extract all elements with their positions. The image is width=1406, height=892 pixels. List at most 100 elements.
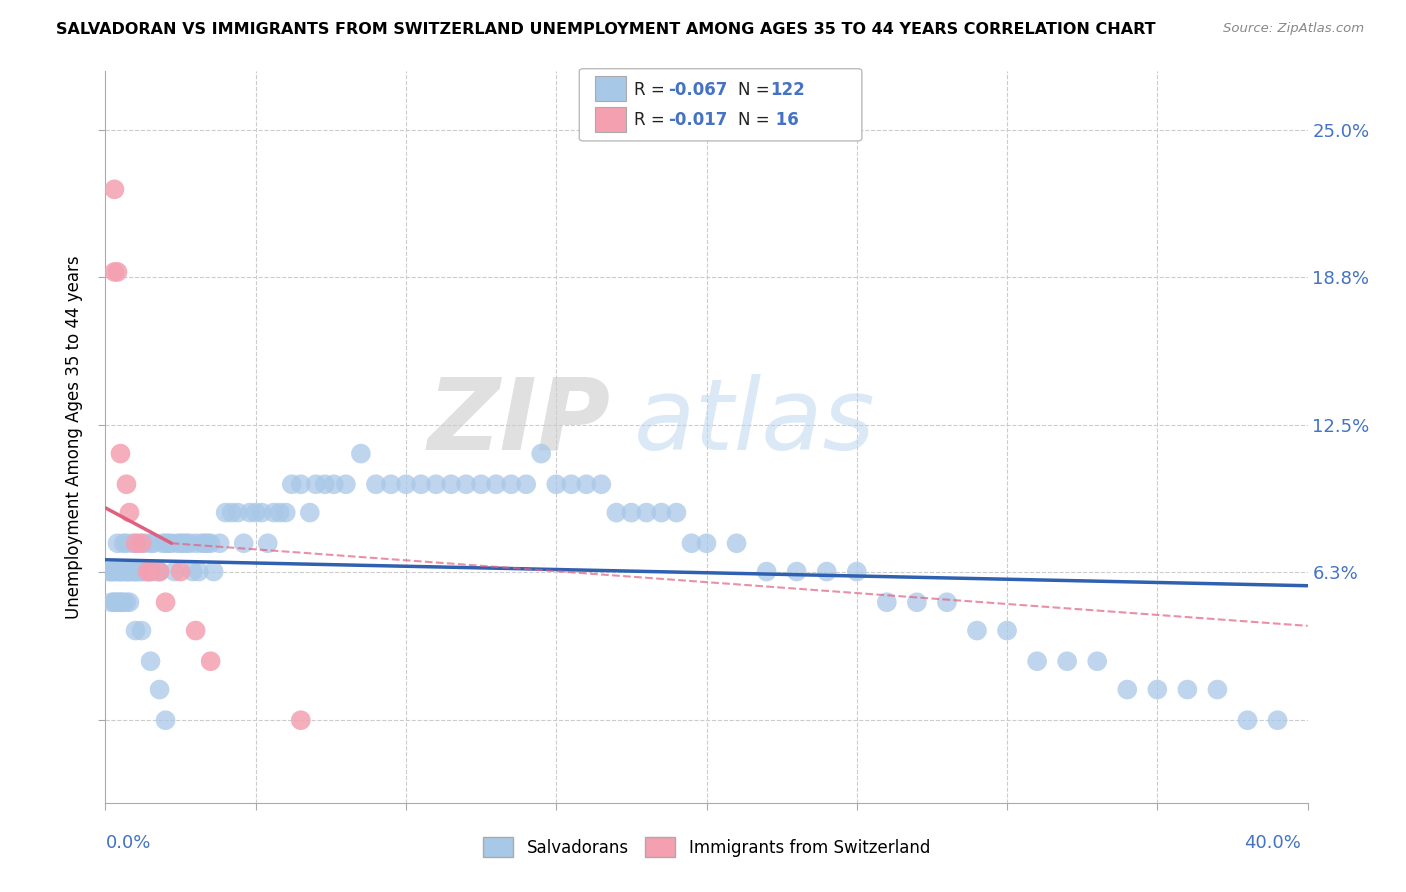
Point bbox=[107, 565, 129, 579]
Text: -0.017: -0.017 bbox=[668, 111, 727, 128]
Point bbox=[290, 713, 312, 727]
Point bbox=[118, 506, 141, 520]
Point bbox=[786, 565, 808, 579]
Point bbox=[128, 565, 150, 579]
Point bbox=[115, 595, 138, 609]
Point bbox=[1236, 713, 1258, 727]
Point bbox=[128, 536, 150, 550]
Point bbox=[107, 536, 129, 550]
Point bbox=[112, 565, 135, 579]
Point bbox=[103, 595, 125, 609]
Point bbox=[148, 565, 170, 579]
Text: SALVADORAN VS IMMIGRANTS FROM SWITZERLAND UNEMPLOYMENT AMONG AGES 35 TO 44 YEARS: SALVADORAN VS IMMIGRANTS FROM SWITZERLAN… bbox=[56, 22, 1156, 37]
Point bbox=[134, 565, 156, 579]
Point bbox=[364, 477, 387, 491]
Point bbox=[515, 477, 537, 491]
Text: 16: 16 bbox=[770, 111, 799, 128]
Point bbox=[110, 565, 132, 579]
Text: -0.067: -0.067 bbox=[668, 81, 727, 99]
Point bbox=[202, 565, 225, 579]
Point bbox=[1056, 654, 1078, 668]
Point bbox=[124, 565, 146, 579]
Point bbox=[166, 536, 188, 550]
Point bbox=[1026, 654, 1049, 668]
Point bbox=[139, 565, 162, 579]
Point bbox=[725, 536, 748, 550]
Point bbox=[139, 565, 162, 579]
Point bbox=[591, 477, 613, 491]
Point bbox=[107, 595, 129, 609]
Point bbox=[995, 624, 1018, 638]
Point bbox=[440, 477, 463, 491]
Point bbox=[501, 477, 523, 491]
Point bbox=[139, 536, 162, 550]
Text: R =: R = bbox=[634, 81, 671, 99]
Point bbox=[560, 477, 582, 491]
Point bbox=[290, 477, 312, 491]
Point bbox=[305, 477, 328, 491]
Point bbox=[876, 595, 898, 609]
Point bbox=[250, 506, 273, 520]
Point bbox=[148, 682, 170, 697]
Point bbox=[155, 595, 177, 609]
Point bbox=[112, 595, 135, 609]
Legend: Salvadorans, Immigrants from Switzerland: Salvadorans, Immigrants from Switzerland bbox=[477, 830, 936, 864]
Point bbox=[100, 565, 122, 579]
Point bbox=[118, 595, 141, 609]
Point bbox=[118, 565, 141, 579]
Point bbox=[546, 477, 568, 491]
Point bbox=[131, 565, 153, 579]
Point bbox=[155, 536, 177, 550]
Text: 0.0%: 0.0% bbox=[105, 834, 150, 852]
Point bbox=[181, 565, 204, 579]
Point bbox=[395, 477, 418, 491]
Point bbox=[696, 536, 718, 550]
Point bbox=[314, 477, 336, 491]
Point bbox=[134, 536, 156, 550]
Point bbox=[184, 624, 207, 638]
Point bbox=[176, 536, 198, 550]
Point bbox=[636, 506, 658, 520]
Point bbox=[190, 536, 212, 550]
Point bbox=[665, 506, 688, 520]
Point bbox=[100, 595, 122, 609]
Text: N =: N = bbox=[738, 111, 775, 128]
Point bbox=[755, 565, 778, 579]
Point bbox=[157, 536, 180, 550]
Point bbox=[115, 477, 138, 491]
Point bbox=[163, 565, 186, 579]
Point bbox=[256, 536, 278, 550]
Point bbox=[380, 477, 402, 491]
Point bbox=[110, 595, 132, 609]
Point bbox=[530, 447, 553, 461]
Point bbox=[103, 565, 125, 579]
Point bbox=[121, 565, 143, 579]
Point bbox=[605, 506, 627, 520]
Point bbox=[103, 595, 125, 609]
Point bbox=[155, 713, 177, 727]
Point bbox=[118, 565, 141, 579]
Text: ZIP: ZIP bbox=[427, 374, 610, 471]
Point bbox=[200, 654, 222, 668]
Point bbox=[1206, 682, 1229, 697]
Point bbox=[263, 506, 285, 520]
Point bbox=[905, 595, 928, 609]
Point bbox=[1116, 682, 1139, 697]
Point bbox=[208, 536, 231, 550]
Text: Source: ZipAtlas.com: Source: ZipAtlas.com bbox=[1223, 22, 1364, 36]
Point bbox=[274, 506, 297, 520]
Point bbox=[187, 565, 209, 579]
Point bbox=[197, 536, 219, 550]
Point bbox=[115, 565, 138, 579]
Point bbox=[322, 477, 344, 491]
Text: 40.0%: 40.0% bbox=[1244, 834, 1301, 852]
Point bbox=[966, 624, 988, 638]
Point bbox=[226, 506, 249, 520]
Point bbox=[620, 506, 643, 520]
Point bbox=[131, 536, 153, 550]
Point bbox=[107, 265, 129, 279]
Point bbox=[350, 447, 373, 461]
Point bbox=[184, 536, 207, 550]
Point bbox=[200, 536, 222, 550]
Point bbox=[136, 565, 159, 579]
